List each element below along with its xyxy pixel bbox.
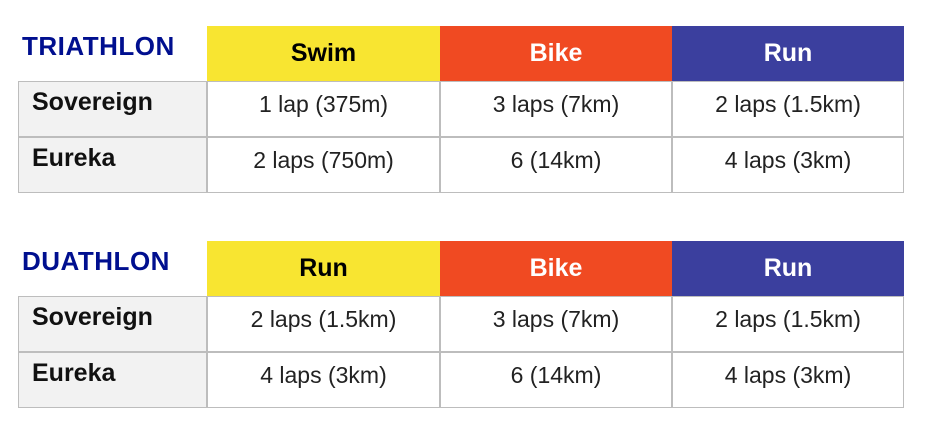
triathlon-row-label-sovereign: Sovereign	[18, 81, 207, 137]
duathlon-header-bike: Bike	[440, 241, 672, 296]
triathlon-eureka-swim: 2 laps (750m)	[207, 137, 440, 193]
duathlon-sovereign-bike: 3 laps (7km)	[440, 296, 672, 352]
triathlon-header-swim: Swim	[207, 26, 440, 81]
triathlon-header-run: Run	[672, 26, 904, 81]
duathlon-eureka-bike: 6 (14km)	[440, 352, 672, 408]
duathlon-header-run-first: Run	[207, 241, 440, 296]
duathlon-row-label-sovereign: Sovereign	[18, 296, 207, 352]
duathlon-title: DUATHLON	[22, 246, 170, 276]
duathlon-sovereign-run-first: 2 laps (1.5km)	[207, 296, 440, 352]
triathlon-row-label-eureka: Eureka	[18, 137, 207, 193]
triathlon-header-bike: Bike	[440, 26, 672, 81]
duathlon-eureka-run-second: 4 laps (3km)	[672, 352, 904, 408]
duathlon-row-label-eureka: Eureka	[18, 352, 207, 408]
duathlon-sovereign-run-second: 2 laps (1.5km)	[672, 296, 904, 352]
duathlon-table: DUATHLON Run Bike Run Sovereign 2 laps (…	[0, 241, 927, 411]
triathlon-table: TRIATHLON Swim Bike Run Sovereign 1 lap …	[0, 26, 927, 196]
triathlon-eureka-bike: 6 (14km)	[440, 137, 672, 193]
triathlon-eureka-run: 4 laps (3km)	[672, 137, 904, 193]
triathlon-sovereign-bike: 3 laps (7km)	[440, 81, 672, 137]
duathlon-header-run-second: Run	[672, 241, 904, 296]
duathlon-eureka-run-first: 4 laps (3km)	[207, 352, 440, 408]
triathlon-title: TRIATHLON	[22, 31, 175, 61]
triathlon-sovereign-run: 2 laps (1.5km)	[672, 81, 904, 137]
triathlon-sovereign-swim: 1 lap (375m)	[207, 81, 440, 137]
